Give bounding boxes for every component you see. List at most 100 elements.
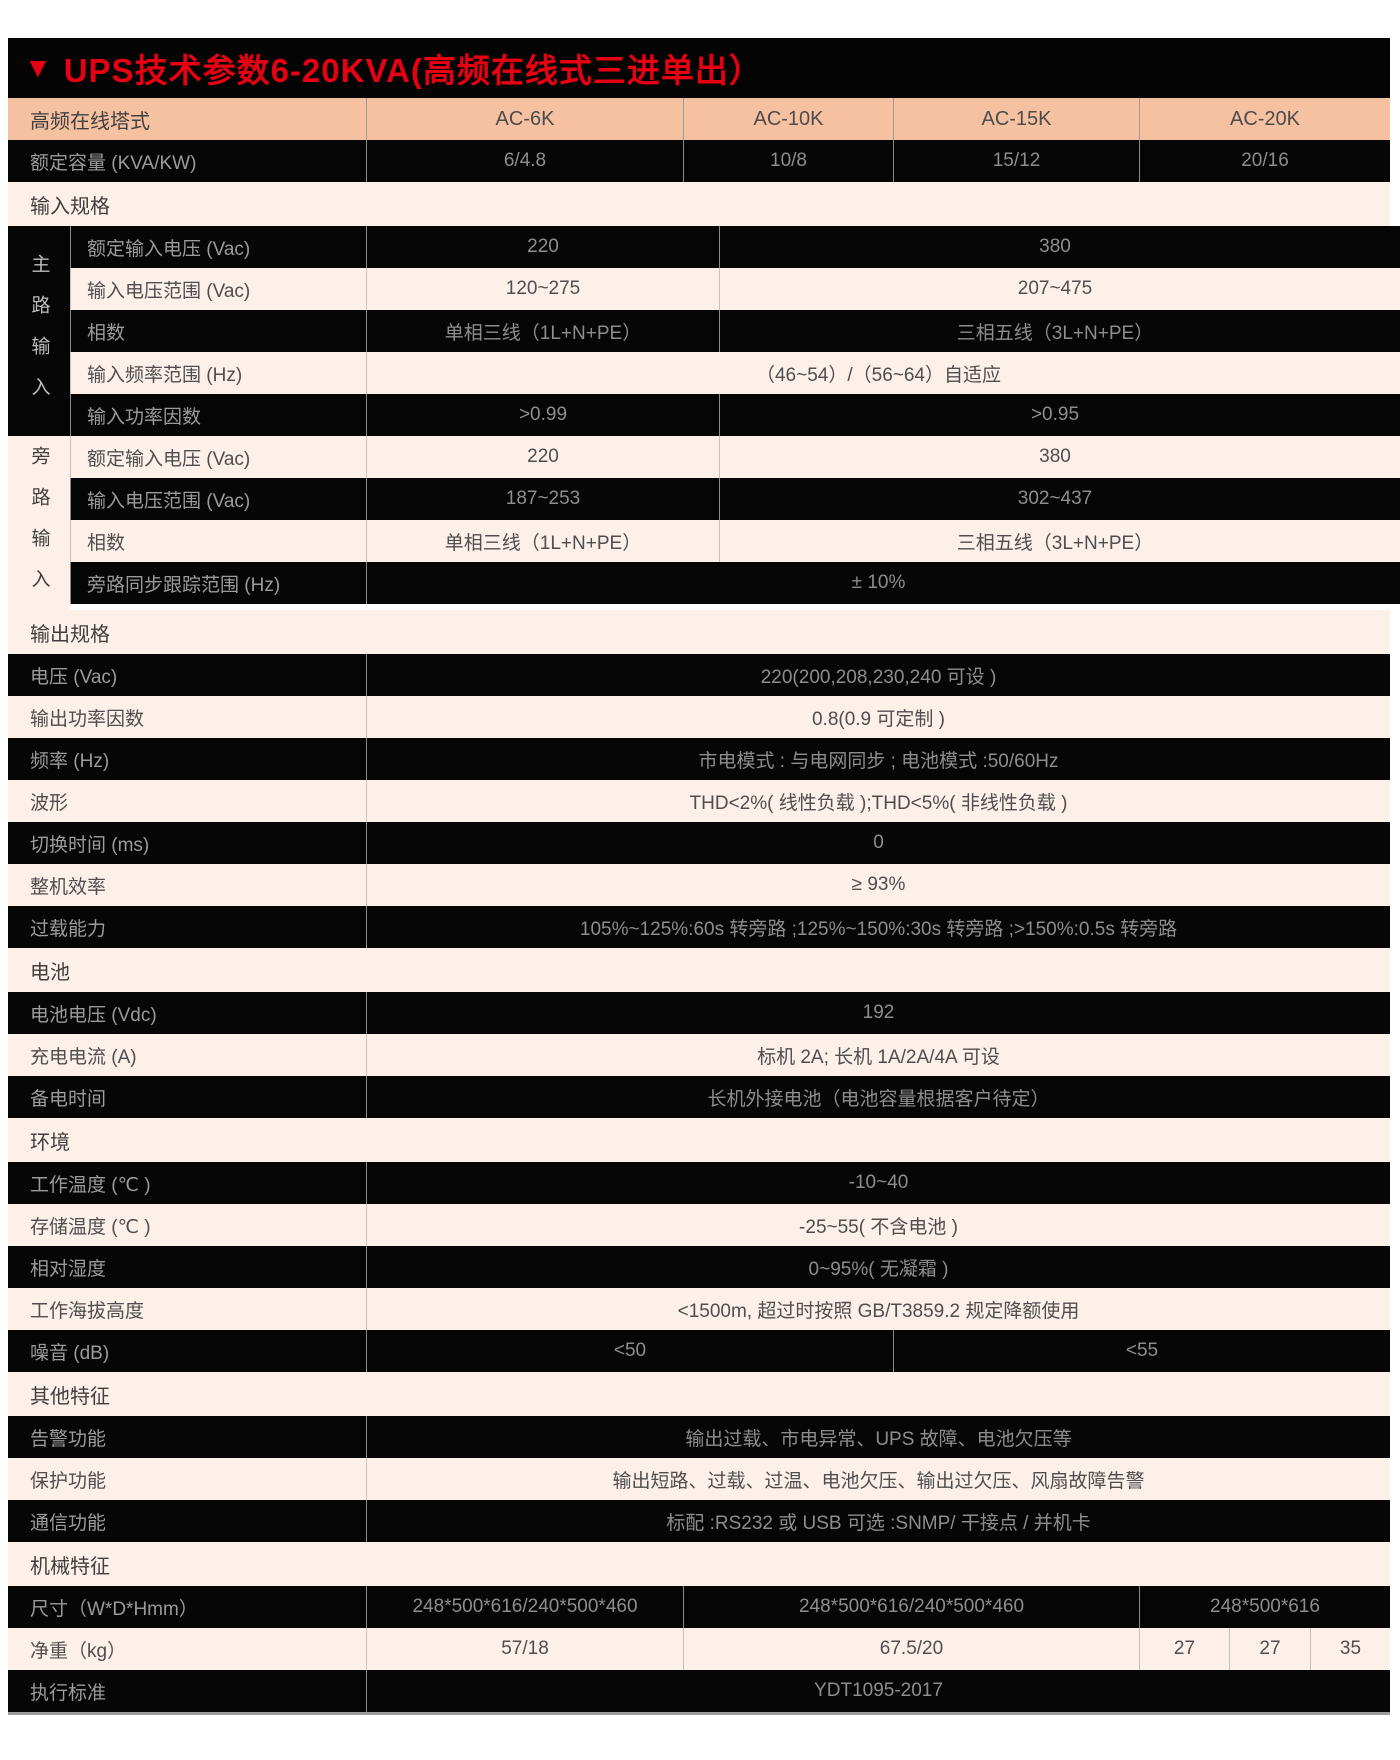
row-label-transfer-time: 切换时间 (ms) <box>30 834 150 856</box>
row-label-efficiency: 整机效率 <box>30 876 107 898</box>
cell-input-voltage-range-1: 207~475 <box>719 268 1390 310</box>
row-label-input-voltage-range: 输入电压范围 (Vac) <box>70 268 366 310</box>
row-label-waveform: 波形 <box>30 792 69 814</box>
cell-transfer-time-0: 0 <box>366 822 1390 864</box>
cell-waveform-0: THD<2%( 线性负载 );THD<5%( 非线性负载 ) <box>366 780 1390 822</box>
cell-bypass-phase-count-1: 三相五线（3L+N+PE） <box>719 520 1390 562</box>
cell-rated-input-voltage-0: 220 <box>366 226 719 268</box>
row-transfer-time: 切换时间 (ms) 0 <box>8 822 1390 864</box>
cell-input-power-factor-0: >0.99 <box>366 394 719 436</box>
row-efficiency: 整机效率 ≥ 93% <box>8 864 1390 906</box>
row-label-protection-function: 保护功能 <box>30 1470 107 1492</box>
row-label-backup-time: 备电时间 <box>30 1088 107 1110</box>
group-rows-bypass-input: 额定输入电压 (Vac) 220 380 输入电压范围 (Vac) 187~253 302… <box>70 436 1400 610</box>
row-label-dimensions: 尺寸（W*D*Hmm） <box>30 1598 198 1620</box>
cell-input-voltage-range-0: 120~275 <box>366 268 719 310</box>
row-label-phase-count: 相数 <box>70 310 366 352</box>
row-output-power-factor: 输出功率因数 0.8(0.9 可定制 ) <box>8 696 1390 738</box>
cell-noise-1: <55 <box>893 1330 1390 1372</box>
group-bypass-input: 旁路输入 额定输入电压 (Vac) 220 380 输入电压范围 (Vac) 187~25… <box>8 436 1400 610</box>
cell-overload-capacity-0: 105%~125%:60s 转旁路 ;125%~150%:30s 转旁路 ;>1… <box>366 906 1390 948</box>
row-bypass-phase-count: 相数 单相三线（1L+N+PE） 三相五线（3L+N+PE） <box>70 520 1400 562</box>
cell-noise-0: <50 <box>366 1330 893 1372</box>
row-battery-voltage: 电池电压 (Vdc) 192 <box>8 992 1390 1034</box>
row-overload-capacity: 过载能力 105%~125%:60s 转旁路 ;125%~150%:30s 转旁路… <box>8 906 1390 948</box>
row-dimensions: 尺寸（W*D*Hmm） 248*500*616/240*500*460 248*50… <box>8 1586 1390 1628</box>
column-header-ac-6k: AC-6K <box>366 98 683 140</box>
cell-net-weight-4: 35 <box>1310 1628 1390 1670</box>
row-label-humidity: 相对湿度 <box>30 1258 107 1280</box>
row-label-storage-temp: 存储温度 (℃ ) <box>30 1216 151 1238</box>
row-alarm-function: 告警功能 输出过载、市电异常、UPS 故障、电池欠压等 <box>8 1416 1390 1458</box>
section-mechanical: 机械特征 <box>8 1542 1390 1586</box>
cell-bypass-rated-voltage-1: 380 <box>719 436 1390 478</box>
cell-dimensions-0: 248*500*616/240*500*460 <box>366 1586 683 1628</box>
cell-working-temp-0: -10~40 <box>366 1162 1390 1204</box>
cell-net-weight-1: 67.5/20 <box>683 1628 1139 1670</box>
section-output-spec: 输出规格 <box>8 610 1390 654</box>
cell-dimensions-1: 248*500*616/240*500*460 <box>683 1586 1139 1628</box>
column-header-ac-10k: AC-10K <box>683 98 893 140</box>
row-label-rated-capacity: 额定容量 (KVA/KW) <box>30 152 197 174</box>
cell-standard-0: YDT1095-2017 <box>366 1670 1390 1712</box>
triangle-marker-icon: ▼ <box>24 52 52 83</box>
row-label-input-power-factor: 输入功率因数 <box>70 394 366 436</box>
cell-input-power-factor-1: >0.95 <box>719 394 1390 436</box>
cell-communication-function-0: 标配 :RS232 或 USB 可选 :SNMP/ 干接点 / 并机卡 <box>366 1500 1390 1542</box>
group-label-main-input: 主路输入 <box>8 226 70 436</box>
row-label-rated-input-voltage: 额定输入电压 (Vac) <box>70 226 366 268</box>
row-label-output-frequency: 频率 (Hz) <box>30 750 110 772</box>
section-environment: 环境 <box>8 1118 1390 1162</box>
section-battery: 电池 <box>8 948 1390 992</box>
cell-protection-function-0: 输出短路、过载、过温、电池欠压、输出过欠压、风扇故障告警 <box>366 1458 1390 1500</box>
group-main-input: 主路输入 额定输入电压 (Vac) 220 380 输入电压范围 (Vac) 120~27… <box>8 226 1400 436</box>
row-waveform: 波形 THD<2%( 线性负载 );THD<5%( 非线性负载 ) <box>8 780 1390 822</box>
row-rated-capacity: 额定容量 (KVA/KW) 6/4.8 10/8 15/12 20/16 <box>8 140 1390 182</box>
cell-bypass-voltage-range-0: 187~253 <box>366 478 719 520</box>
row-label-working-temp: 工作温度 (℃ ) <box>30 1174 151 1196</box>
row-rated-input-voltage: 额定输入电压 (Vac) 220 380 <box>70 226 1400 268</box>
row-noise: 噪音 (dB) <50 <55 <box>8 1330 1390 1372</box>
spec-table: 高频在线塔式 AC-6K AC-10K AC-15K AC-20K 额定容量 (KVA/K… <box>8 98 1400 1715</box>
cell-phase-count-1: 三相五线（3L+N+PE） <box>719 310 1390 352</box>
column-header-ac-20k: AC-20K <box>1139 98 1390 140</box>
row-input-voltage-range: 输入电压范围 (Vac) 120~275 207~475 <box>70 268 1400 310</box>
row-label-output-power-factor: 输出功率因数 <box>30 708 145 730</box>
row-output-frequency: 频率 (Hz) 市电模式 : 与电网同步 ; 电池模式 :50/60Hz <box>8 738 1390 780</box>
cell-rated-capacity-2: 15/12 <box>893 140 1139 182</box>
row-bypass-sync-range: 旁路同步跟踪范围 (Hz) ± 10% <box>70 562 1400 604</box>
row-label-output-voltage: 电压 (Vac) <box>30 666 118 688</box>
cell-output-voltage-0: 220(200,208,230,240 可设 ) <box>366 654 1390 696</box>
cell-rated-capacity-1: 10/8 <box>683 140 893 182</box>
row-label-alarm-function: 告警功能 <box>30 1428 107 1450</box>
cell-humidity-0: 0~95%( 无凝霜 ) <box>366 1246 1390 1288</box>
column-header-ac-15k: AC-15K <box>893 98 1139 140</box>
cell-altitude-0: <1500m, 超过时按照 GB/T3859.2 规定降额使用 <box>366 1288 1390 1330</box>
section-other-features: 其他特征 <box>8 1372 1390 1416</box>
group-label-bypass-input: 旁路输入 <box>8 436 70 610</box>
row-label-charge-current: 充电电流 (A) <box>30 1046 137 1068</box>
row-bypass-voltage-range: 输入电压范围 (Vac) 187~253 302~437 <box>70 478 1400 520</box>
cell-bypass-rated-voltage-0: 220 <box>366 436 719 478</box>
cell-rated-capacity-0: 6/4.8 <box>366 140 683 182</box>
row-standard: 执行标准 YDT1095-2017 <box>8 1670 1390 1712</box>
row-humidity: 相对湿度 0~95%( 无凝霜 ) <box>8 1246 1390 1288</box>
row-label-noise: 噪音 (dB) <box>30 1342 110 1364</box>
row-label-bypass-voltage-range: 输入电压范围 (Vac) <box>70 478 366 520</box>
header-row: 高频在线塔式 AC-6K AC-10K AC-15K AC-20K <box>8 98 1390 140</box>
cell-bypass-phase-count-0: 单相三线（1L+N+PE） <box>366 520 719 562</box>
cell-backup-time-0: 长机外接电池（电池容量根据客户待定） <box>366 1076 1390 1118</box>
cell-net-weight-0: 57/18 <box>366 1628 683 1670</box>
cell-input-freq-range-0: （46~54）/（56~64）自适应 <box>366 352 1390 394</box>
cell-phase-count-0: 单相三线（1L+N+PE） <box>366 310 719 352</box>
cell-bypass-voltage-range-1: 302~437 <box>719 478 1390 520</box>
row-label-overload-capacity: 过载能力 <box>30 918 107 940</box>
cell-charge-current-0: 标机 2A; 长机 1A/2A/4A 可设 <box>366 1034 1390 1076</box>
title-bar: ▼ UPS技术参数6-20KVA(高频在线式三进单出） <box>8 38 1390 98</box>
cell-output-frequency-0: 市电模式 : 与电网同步 ; 电池模式 :50/60Hz <box>366 738 1390 780</box>
row-communication-function: 通信功能 标配 :RS232 或 USB 可选 :SNMP/ 干接点 / 并机卡 <box>8 1500 1390 1542</box>
row-label-battery-voltage: 电池电压 (Vdc) <box>30 1004 157 1026</box>
row-input-freq-range: 输入频率范围 (Hz) （46~54）/（56~64）自适应 <box>70 352 1400 394</box>
cell-storage-temp-0: -25~55( 不含电池 ) <box>366 1204 1390 1246</box>
